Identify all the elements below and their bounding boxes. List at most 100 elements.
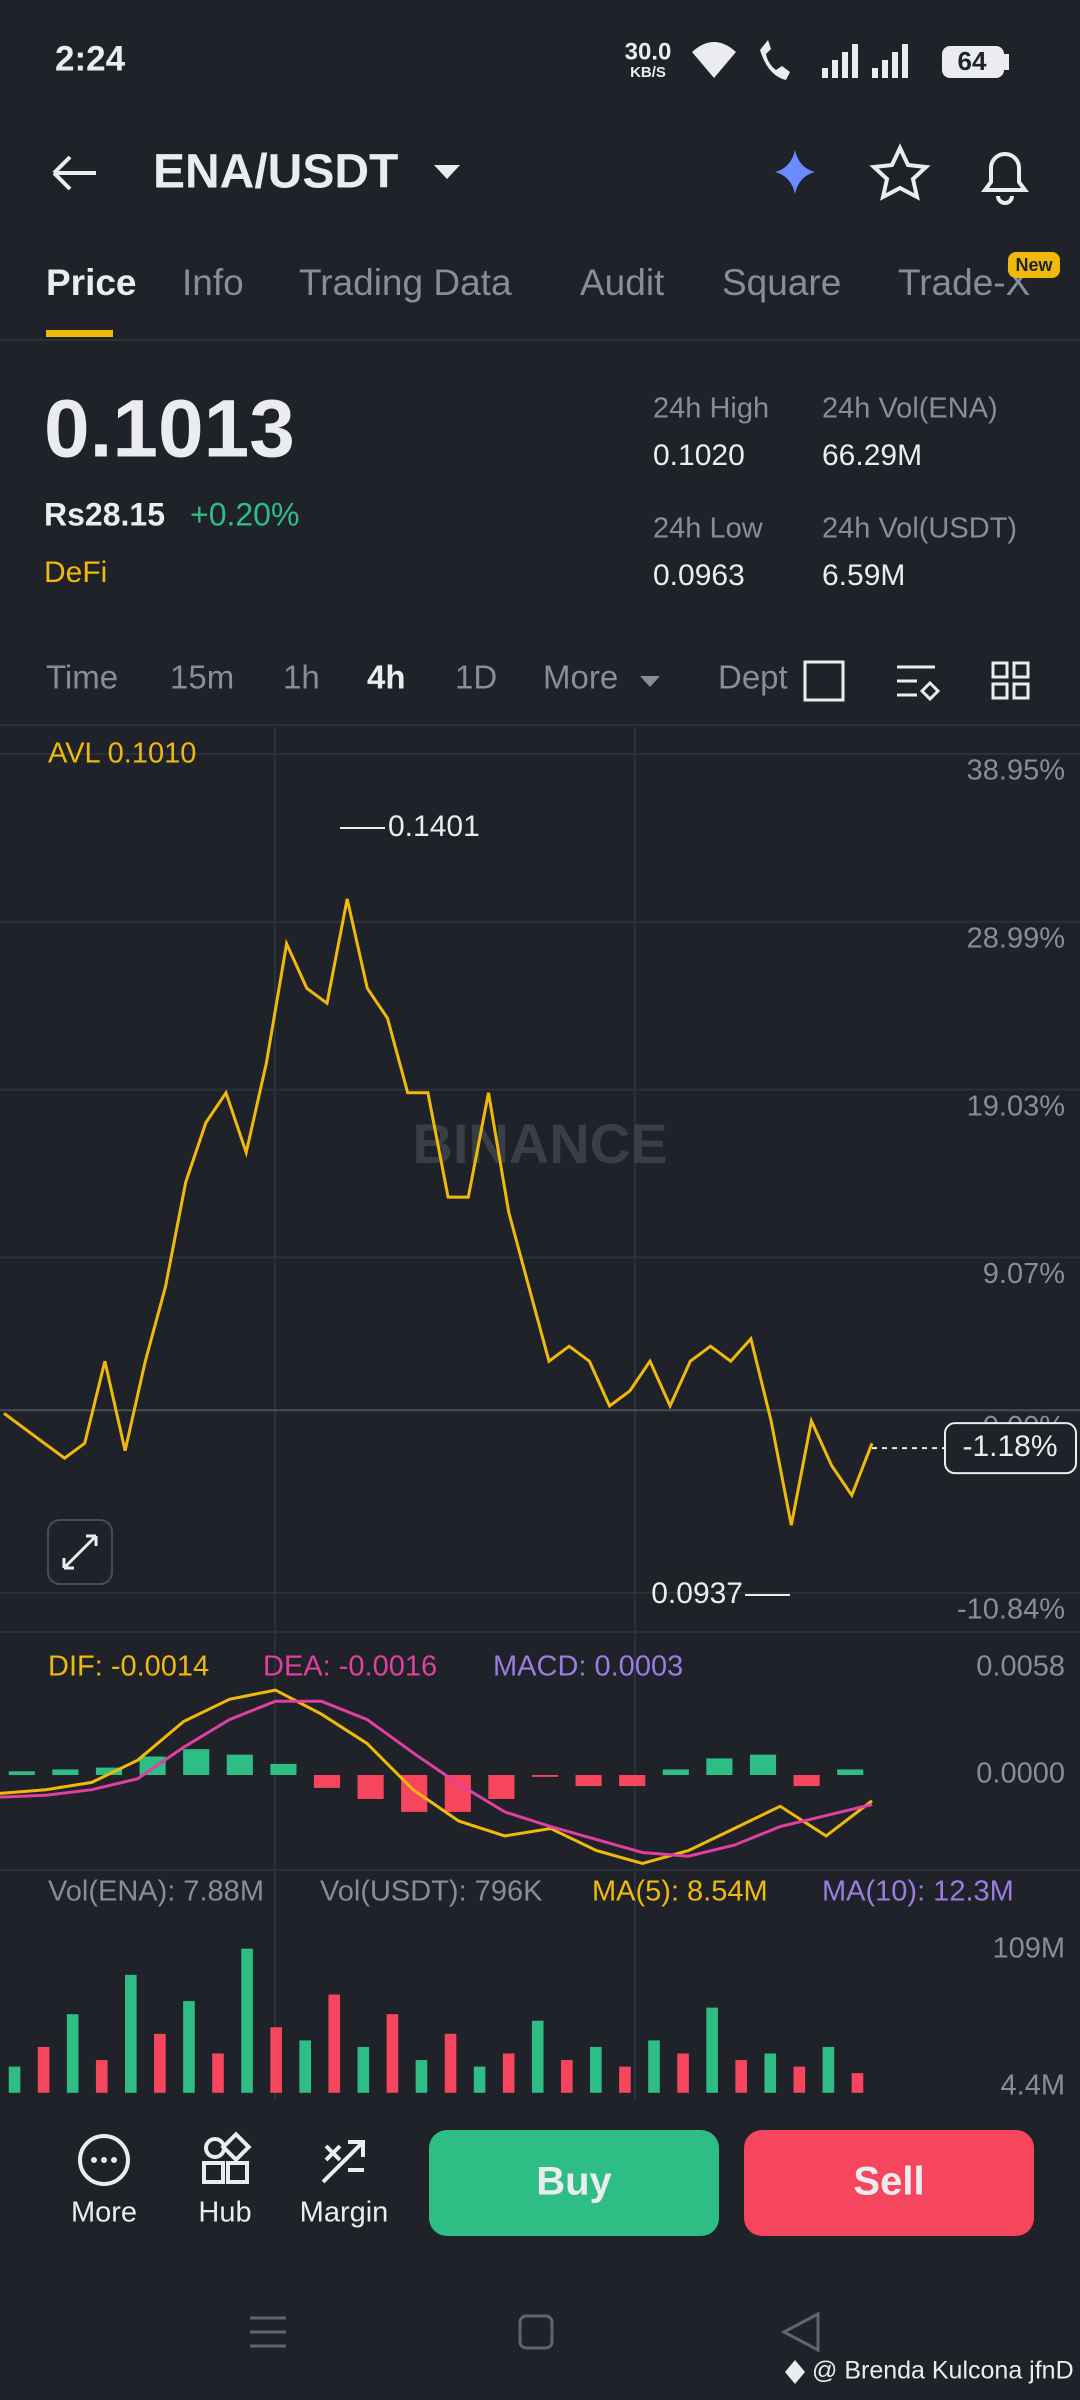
battery-tip [1004, 54, 1009, 70]
volume-legend: MA(10): 12.3M [822, 1876, 1014, 1908]
more-icon[interactable] [78, 2134, 130, 2186]
volume-bar [212, 2053, 224, 2093]
volume-bar [357, 2046, 370, 2093]
tab[interactable]: Trading Data [299, 262, 512, 303]
favorite-button[interactable] [869, 143, 931, 201]
margin-icon[interactable] [321, 2140, 365, 2184]
avl-label: AVL 0.1010 [48, 738, 196, 770]
stat-label: 24h High [653, 393, 769, 425]
y-tick-label: 28.99% [967, 922, 1065, 954]
nav-back[interactable] [780, 2311, 820, 2353]
macd-bar [95, 1767, 123, 1775]
interval[interactable]: 1h [283, 659, 320, 696]
signal-bar [882, 60, 888, 78]
new-badge [1008, 252, 1060, 278]
nav-menu[interactable] [250, 2316, 286, 2348]
volume-legend: Vol(USDT): 796K [320, 1876, 543, 1908]
action-label[interactable]: Margin [300, 2197, 389, 2229]
ai-button[interactable] [775, 150, 815, 194]
macd-line [0, 1699, 873, 1858]
alert-button[interactable] [981, 152, 1029, 205]
volume-bar [531, 2020, 544, 2093]
macd-legend: MACD: 0.0003 [493, 1651, 683, 1683]
action-label[interactable]: Hub [198, 2197, 251, 2229]
volume-legend: Vol(ENA): 7.88M [48, 1876, 264, 1908]
hub-icon[interactable] [202, 2131, 252, 2184]
signal-bar [842, 52, 848, 78]
volume-bar [764, 2053, 777, 2093]
watermark: BINANCE [412, 1112, 667, 1175]
clock: 2:24 [55, 39, 126, 78]
macd-bar [183, 1749, 210, 1775]
volume-bar [822, 2046, 835, 2093]
interval[interactable]: Time [46, 659, 118, 696]
volume-bar [328, 1994, 341, 2093]
volume-bar [8, 2066, 21, 2093]
interval[interactable]: 1D [455, 659, 497, 696]
y-tick-label: -10.84% [957, 1594, 1065, 1626]
volume-bar [851, 2073, 864, 2093]
y-tick-label: 0.0000 [976, 1758, 1065, 1790]
layout-button[interactable] [991, 661, 1030, 700]
signal-bar [832, 60, 838, 78]
tab-bar: Price Info Trading Data Audit Square Trade-X [46, 262, 1030, 303]
battery-level: 64 [958, 46, 987, 76]
volume-chart: Vol(ENA): 7.88M Vol(USDT): 796K MA(5): 8.5… [8, 1876, 1065, 2102]
net-unit: KB/S [630, 64, 666, 81]
volume-bar [677, 2053, 689, 2093]
buy-label: Buy [536, 2160, 612, 2204]
macd-bar [357, 1774, 384, 1799]
volume-bar [95, 2060, 108, 2093]
nav-home[interactable] [518, 2314, 554, 2350]
call-icon [760, 40, 790, 80]
macd-legend: DEA: -0.0016 [263, 1651, 437, 1683]
y-tick-label: 4.4M [1001, 2070, 1065, 2102]
volume-bar [706, 2007, 718, 2093]
macd-bar [749, 1754, 777, 1775]
sell-label: Sell [853, 2160, 924, 2204]
actions: More Hub Margin [71, 2197, 388, 2229]
back-button[interactable] [52, 155, 96, 191]
sell-button[interactable] [744, 2130, 1034, 2236]
interval[interactable]: 15m [170, 659, 234, 696]
depth-toggle[interactable] [803, 660, 845, 702]
tab[interactable]: Info [182, 262, 244, 303]
macd-bar [8, 1771, 35, 1775]
pair-title[interactable]: ENA/USDT [153, 146, 398, 199]
stat-label: 24h Vol(USDT) [822, 513, 1017, 545]
macd-bar [531, 1774, 559, 1777]
volume-bar [154, 2033, 166, 2093]
volume-bar [66, 2014, 79, 2093]
volume-bar [270, 2027, 282, 2093]
macd-bar [270, 1763, 297, 1775]
macd-bar [226, 1754, 253, 1775]
macd-bar [837, 1769, 864, 1775]
interval[interactable]: 4h [367, 659, 406, 696]
fiat-price: Rs28.15 [44, 496, 165, 532]
tab[interactable]: Square [722, 262, 841, 303]
stat-value: 66.29M [822, 439, 922, 472]
volume-bar [299, 2040, 312, 2093]
price-chart: 38.95%28.99%19.03%9.07%0.00%-10.84%BINAN… [0, 727, 1080, 2100]
battery [942, 46, 1004, 78]
buy-button[interactable] [429, 2130, 719, 2236]
price-change: +0.20% [190, 496, 299, 532]
wifi-icon [692, 42, 736, 78]
watermark: @ Brenda Kulcona jfnD [812, 2357, 1074, 2385]
interval[interactable]: More [543, 659, 618, 696]
macd-bar [706, 1758, 733, 1775]
high-label: 0.1401 [388, 810, 480, 843]
action-label[interactable]: More [71, 2197, 137, 2229]
last-price: 0.1013 [44, 384, 295, 475]
tab[interactable]: Audit [580, 262, 665, 303]
tab[interactable]: Price [46, 262, 137, 303]
stat-value: 6.59M [822, 559, 905, 592]
more-dots [91, 2157, 117, 2163]
macd-bar [793, 1774, 820, 1787]
pair-dropdown[interactable] [434, 165, 460, 179]
more-dropdown[interactable] [640, 676, 660, 687]
interval-bar: Time 15m 1h 4h 1D More Dept [46, 659, 788, 696]
indicator-settings[interactable] [897, 665, 941, 702]
interval[interactable]: Dept [718, 659, 788, 696]
